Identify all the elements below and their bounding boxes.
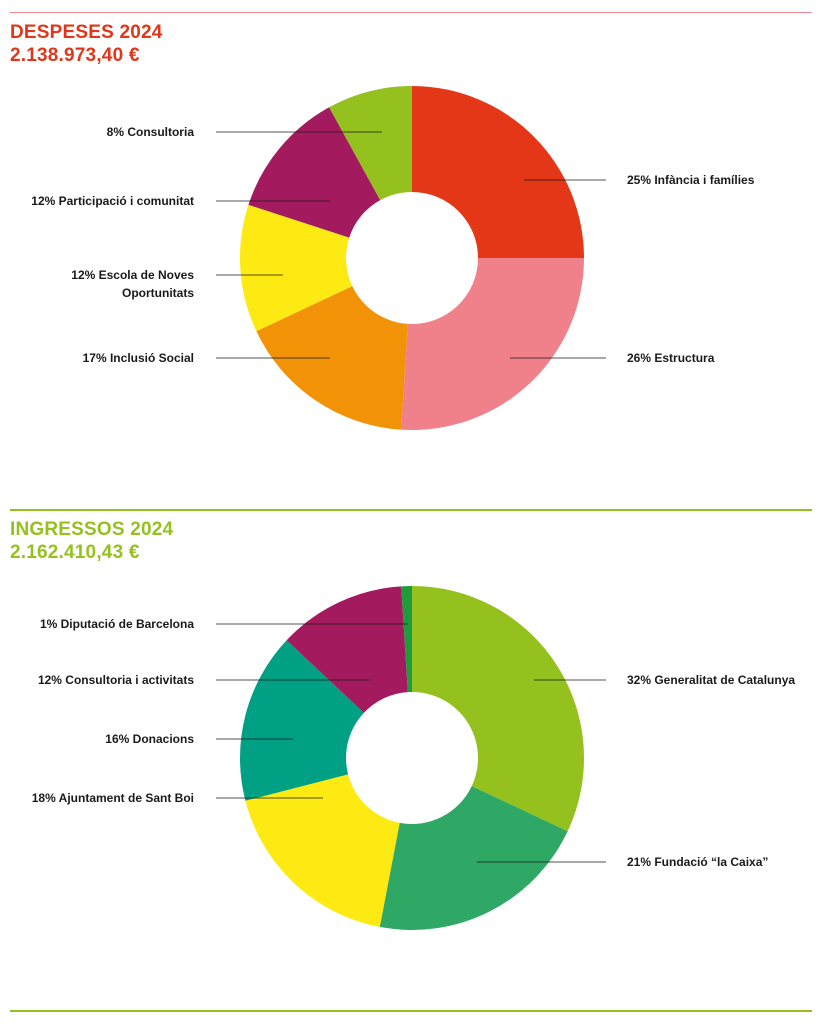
donut-slice-income-5 [401, 586, 412, 693]
slice-label: 21% Fundació “la Caixa” [627, 855, 768, 869]
slice-label: 17% Inclusió Social [83, 351, 194, 365]
expenses-title: DESPESES 2024 [10, 22, 163, 43]
slice-label: 16% Donacions [105, 732, 194, 746]
slice-label: 12% Consultoria i activitats [38, 673, 194, 687]
donut-slice-income-0 [412, 586, 584, 832]
donut-slice-expense-2 [256, 286, 408, 430]
donut-slice-income-1 [379, 786, 568, 930]
slice-label: 18% Ajuntament de Sant Boi [32, 791, 194, 805]
slice-label: 26% Estructura [627, 351, 715, 365]
slice-label: 12% Escola de Noves Oportunitats [71, 268, 194, 300]
slice-label: 12% Participació i comunitat [31, 194, 194, 208]
slice-label: 32% Generalitat de Catalunya [627, 673, 795, 687]
income-donut-chart: 32% Generalitat de Catalunya 21% Fundació… [32, 586, 795, 930]
donut-slice-income-2 [245, 774, 400, 927]
donut-slice-expense-5 [329, 86, 412, 201]
expenses-total: 2.138.973,40 € [10, 45, 140, 66]
slice-label: 25% Infància i famílies [627, 173, 755, 187]
donut-slice-expense-4 [248, 107, 381, 238]
donut-slice-expense-3 [239, 204, 353, 332]
donut-slice-income-4 [286, 586, 408, 713]
income-top-rule [10, 509, 812, 511]
donut-slice-expense-1 [401, 258, 584, 430]
slice-label: 1% Diputació de Barcelona [40, 617, 194, 631]
income-title: INGRESSOS 2024 [10, 519, 174, 540]
donut-slice-expense-0 [412, 86, 584, 258]
expenses-top-rule [10, 12, 812, 13]
slice-label: 8% Consultoria [107, 125, 195, 139]
income-bottom-rule [10, 1010, 812, 1012]
expenses-donut-chart: 25% Infància i famílies 26% Estructura 17%… [31, 86, 755, 430]
income-total: 2.162.410,43 € [10, 542, 140, 563]
